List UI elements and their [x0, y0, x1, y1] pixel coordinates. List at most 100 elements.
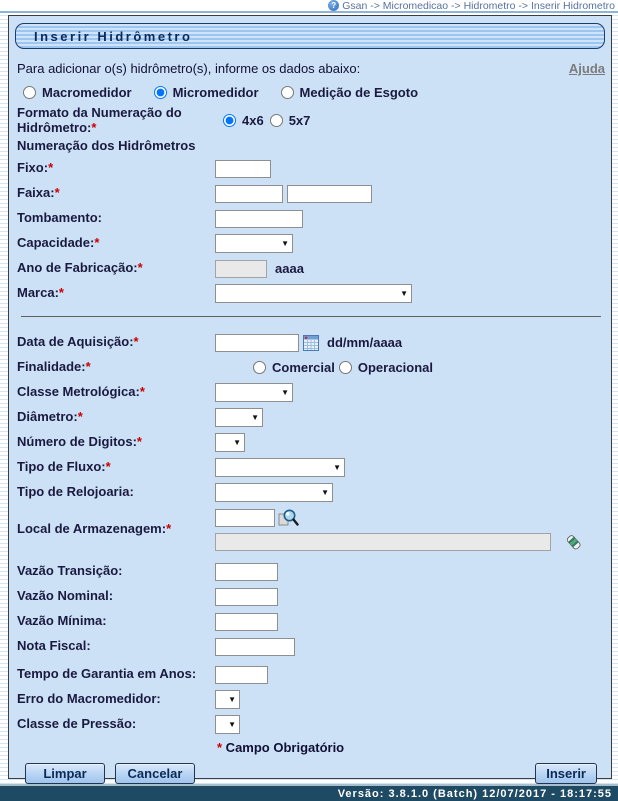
- search-icon[interactable]: [278, 508, 299, 529]
- comercial-radio[interactable]: [253, 361, 266, 375]
- formato-5x7-radio[interactable]: [269, 114, 283, 128]
- erro-macromedidor-select[interactable]: ▼: [215, 690, 240, 710]
- breadcrumb: ? Gsan -> Micromedicao -> Hidrometro -> …: [0, 0, 618, 13]
- radio-4x6[interactable]: 4x6: [223, 113, 264, 128]
- eraser-icon[interactable]: [564, 533, 583, 552]
- vazao-nominal-input[interactable]: [215, 587, 278, 606]
- vazao-transicao-label: Vazão Transição:: [17, 563, 123, 579]
- formato-4x6-radio[interactable]: [223, 114, 236, 128]
- tipo-relojoaria-label: Tipo de Relojoaria:: [17, 484, 134, 500]
- field-data-aquisicao: Data de Aquisição:*: [17, 333, 605, 353]
- field-vazao-transicao: Vazão Transição:: [17, 562, 605, 582]
- operacional-label: Operacional: [357, 360, 434, 376]
- field-erro-macromedidor: Erro do Macromedidor: ▼: [17, 690, 605, 710]
- tipo-relojoaria-select[interactable]: ▼: [215, 483, 333, 503]
- field-vazao-minima: Vazão Mínima:: [17, 612, 605, 632]
- ano-fabricacao-hint: aaaa: [275, 261, 304, 277]
- comercial-label: Comercial: [272, 360, 335, 376]
- macromedidor-radio[interactable]: [23, 86, 36, 99]
- micromedidor-radio[interactable]: [153, 86, 167, 99]
- field-numero-digitos: Número de Digitos:* ▼: [17, 433, 605, 453]
- classe-metrologica-label: Classe Metrológica:*: [17, 384, 145, 400]
- capacidade-select[interactable]: ▼: [215, 234, 293, 254]
- formato-4x6-label: 4x6: [242, 113, 264, 129]
- classe-pressao-select[interactable]: ▼: [215, 715, 240, 735]
- chevron-down-icon: ▼: [281, 238, 289, 248]
- finalidade-label: Finalidade:*: [17, 359, 91, 375]
- intro-text: Para adicionar o(s) hidrômetro(s), infor…: [17, 61, 361, 76]
- required-note: * Campo Obrigatório: [217, 739, 345, 755]
- field-tempo-garantia: Tempo de Garantia em Anos:: [17, 665, 605, 685]
- help-link[interactable]: Ajuda: [568, 61, 605, 76]
- nota-fiscal-input[interactable]: [215, 637, 295, 656]
- inserir-button[interactable]: Inserir: [535, 762, 597, 784]
- field-finalidade: Finalidade:* Comercial Operacional: [17, 358, 605, 378]
- radio-5x7[interactable]: 5x7: [269, 113, 310, 128]
- erro-macromedidor-label: Erro do Macromedidor:: [17, 691, 161, 707]
- formato-numeracao-label: Formato da Numeração do Hidrômetro:*: [17, 105, 182, 135]
- tombamento-input[interactable]: [215, 209, 303, 228]
- limpar-button[interactable]: Limpar: [25, 762, 105, 784]
- fixo-label: Fixo:*: [17, 160, 54, 176]
- insert-hydrometer-form: Para adicionar o(s) hidrômetro(s), infor…: [9, 49, 611, 784]
- classe-metrologica-select[interactable]: ▼: [215, 383, 293, 403]
- field-nota-fiscal: Nota Fiscal:: [17, 637, 605, 657]
- field-fixo: Fixo:*: [17, 159, 605, 179]
- chevron-down-icon: ▼: [228, 719, 236, 729]
- meter-type-group: Macromedidor Micromedidor Medição de Esg…: [17, 85, 605, 100]
- faixa-label: Faixa:*: [17, 185, 60, 201]
- version-text: Versão: 3.8.1.0 (Batch) 12/07/2017 - 18:…: [337, 787, 612, 800]
- field-tombamento: Tombamento:: [17, 209, 605, 229]
- page-title: Inserir Hidrômetro: [34, 28, 193, 44]
- marca-label: Marca:*: [17, 285, 64, 301]
- vazao-transicao-input[interactable]: [215, 562, 278, 581]
- tombamento-label: Tombamento:: [17, 210, 102, 226]
- vazao-minima-input[interactable]: [215, 612, 278, 631]
- chevron-down-icon: ▼: [321, 487, 329, 497]
- faixa-inicio-input[interactable]: [215, 184, 283, 203]
- field-formato-numeracao: Formato da Numeração do Hidrômetro:* 4x6…: [17, 105, 605, 136]
- local-armazenagem-codigo-input[interactable]: [215, 509, 275, 528]
- chevron-down-icon: ▼: [251, 412, 259, 422]
- page-title-bar: Inserir Hidrômetro: [15, 23, 605, 49]
- radio-operacional[interactable]: Operacional: [338, 360, 434, 376]
- micromedidor-label: Micromedidor: [172, 85, 259, 100]
- radio-micromedidor[interactable]: Micromedidor: [153, 85, 259, 100]
- medicao-esgoto-radio[interactable]: [280, 86, 294, 99]
- section-numeracao-hidrometros: Numeração dos Hidrômetros: [17, 137, 196, 153]
- main-panel: Inserir Hidrômetro Para adicionar o(s) h…: [8, 15, 612, 784]
- help-ball-icon[interactable]: ?: [328, 0, 340, 11]
- ano-fabricacao-input: [215, 259, 267, 278]
- tempo-garantia-input[interactable]: [215, 665, 268, 684]
- field-tipo-relojoaria: Tipo de Relojoaria: ▼: [17, 483, 605, 503]
- vazao-nominal-label: Vazão Nominal:: [17, 588, 114, 604]
- nota-fiscal-label: Nota Fiscal:: [17, 638, 91, 654]
- calendar-icon[interactable]: [303, 334, 319, 351]
- macromedidor-label: Macromedidor: [42, 85, 132, 100]
- numero-digitos-select[interactable]: ▼: [215, 433, 245, 453]
- data-aquisicao-input[interactable]: [215, 333, 299, 352]
- fixo-input[interactable]: [215, 159, 271, 178]
- chevron-down-icon: ▼: [333, 462, 341, 472]
- field-vazao-nominal: Vazão Nominal:: [17, 587, 605, 607]
- local-armazenagem-descricao-display: [215, 533, 551, 552]
- section-divider: [21, 315, 601, 317]
- chevron-down-icon: ▼: [281, 387, 289, 397]
- radio-comercial[interactable]: Comercial: [253, 360, 335, 375]
- tipo-fluxo-select[interactable]: ▼: [215, 458, 345, 478]
- chevron-down-icon: ▼: [233, 437, 241, 447]
- data-aquisicao-hint: dd/mm/aaaa: [327, 335, 403, 351]
- field-tipo-fluxo: Tipo de Fluxo:* ▼: [17, 458, 605, 478]
- chevron-down-icon: ▼: [400, 288, 408, 298]
- field-classe-metrologica: Classe Metrológica:* ▼: [17, 383, 605, 403]
- radio-macromedidor[interactable]: Macromedidor: [23, 85, 132, 100]
- cancelar-button[interactable]: Cancelar: [115, 762, 195, 784]
- version-bar: Versão: 3.8.1.0 (Batch) 12/07/2017 - 18:…: [0, 784, 618, 801]
- diametro-select[interactable]: ▼: [215, 408, 263, 428]
- marca-select[interactable]: ▼: [215, 284, 412, 304]
- numero-digitos-label: Número de Digitos:*: [17, 434, 142, 450]
- operacional-radio[interactable]: [338, 361, 352, 375]
- radio-medicao-esgoto[interactable]: Medição de Esgoto: [280, 85, 418, 100]
- faixa-fim-input[interactable]: [287, 184, 372, 203]
